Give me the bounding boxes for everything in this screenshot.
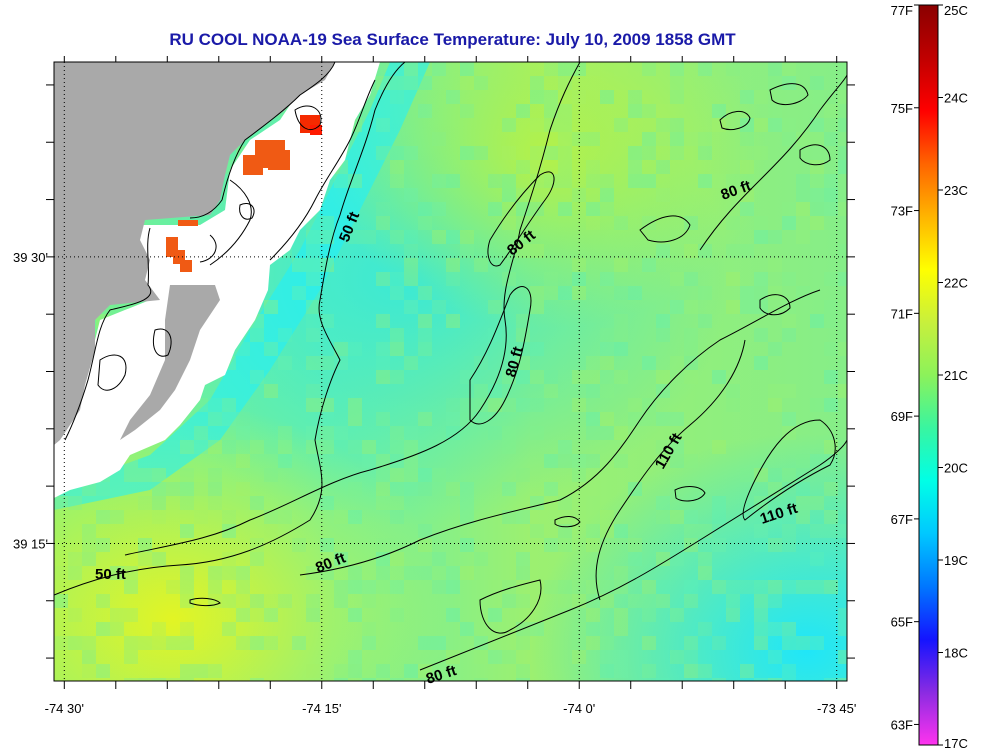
- contour-label: 50 ft: [95, 566, 126, 583]
- celsius-label: 19C: [944, 553, 968, 568]
- longitude-label: -74 30': [45, 701, 84, 716]
- latitude-labels: 39 30' 39 15': [13, 250, 48, 552]
- latitude-label: 39 30': [13, 250, 48, 265]
- celsius-label: 25C: [944, 3, 968, 18]
- longitude-label: -74 0': [563, 701, 595, 716]
- colorbar-ramp: [918, 4, 939, 746]
- fahrenheit-label: 63F: [891, 717, 913, 732]
- fahrenheit-label: 67F: [891, 512, 913, 527]
- warm-patches: [166, 115, 322, 272]
- fahrenheit-label: 71F: [891, 306, 913, 321]
- celsius-label: 23C: [944, 183, 968, 198]
- celsius-label: 17C: [944, 736, 968, 751]
- fahrenheit-labels: 77F 75F 73F 71F 69F 67F 65F 63F: [891, 3, 913, 732]
- longitude-label: -74 15': [302, 701, 341, 716]
- longitude-label: -73 45': [817, 701, 856, 716]
- map-title: RU COOL NOAA-19 Sea Surface Temperature:…: [169, 30, 736, 49]
- fahrenheit-label: 69F: [891, 409, 913, 424]
- colorbar-ticks: [914, 4, 943, 746]
- fahrenheit-label: 73F: [891, 204, 913, 219]
- fahrenheit-label: 75F: [891, 101, 913, 116]
- lat-lon-grid: [54, 62, 847, 681]
- fahrenheit-label: 65F: [891, 615, 913, 630]
- coastline: [64, 62, 376, 441]
- sst-field: [54, 62, 847, 681]
- land-mask: [54, 62, 335, 445]
- cloud-mask: [54, 62, 380, 498]
- celsius-label: 20C: [944, 461, 968, 476]
- fahrenheit-label: 77F: [891, 3, 913, 18]
- longitude-labels: -74 30' -74 15' -74 0' -73 45': [45, 701, 857, 716]
- celsius-label: 24C: [944, 91, 968, 106]
- latitude-label: 39 15': [13, 536, 48, 551]
- bathymetry-contours: [54, 62, 847, 671]
- axis-ticks: [46, 56, 855, 689]
- celsius-label: 18C: [944, 646, 968, 661]
- celsius-label: 21C: [944, 368, 968, 383]
- celsius-labels: 25C 24C 23C 22C 21C 20C 19C 18C 17C: [944, 3, 968, 751]
- celsius-label: 22C: [944, 276, 968, 291]
